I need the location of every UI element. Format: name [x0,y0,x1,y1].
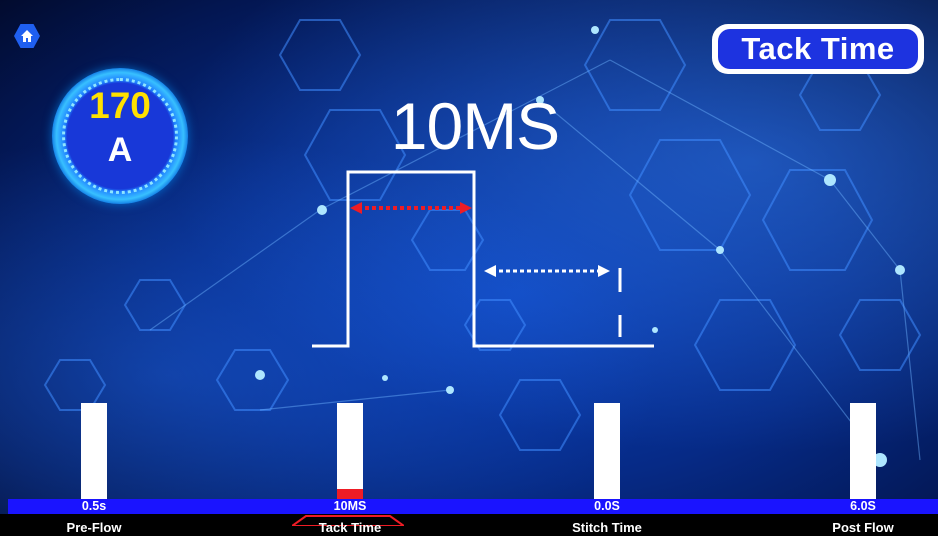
amperage-unit: A [107,131,133,169]
pre-flow-value: 0.5s [81,499,107,513]
mode-title: Tack Time [718,29,918,69]
parameter-value-bar [8,499,938,514]
parameter-label-bar [0,514,938,536]
tab-pre-flow[interactable]: Pre-Flow [66,520,122,535]
waveform-line [312,170,654,348]
tack-time-value: 10MS [333,499,367,513]
stitch-time-arrow [484,265,610,277]
slider-post-flow[interactable] [850,403,876,499]
tab-post-flow[interactable]: Post Flow [832,520,894,535]
stitch-time-value: 0.0S [594,499,620,513]
tab-tack-time[interactable]: Tack Time [318,520,382,535]
slider-tack-time[interactable] [337,403,363,499]
home-icon [21,30,33,42]
amperage-gauge-ring [62,78,178,194]
slider-tack-time-fill [337,489,363,499]
amperage-gauge[interactable]: 170 A [52,68,188,204]
amperage-value: 170 [89,85,151,126]
slider-pre-flow[interactable] [81,403,107,499]
post-flow-value: 6.0S [850,499,876,513]
tack-time-arrow [350,202,472,214]
tab-stitch-time[interactable]: Stitch Time [572,520,642,535]
slider-stitch-time[interactable] [594,403,620,499]
mode-title-badge: Tack Time [712,24,924,74]
current-parameter-value: 10MS [390,89,560,163]
selected-tab-indicator [292,515,404,526]
